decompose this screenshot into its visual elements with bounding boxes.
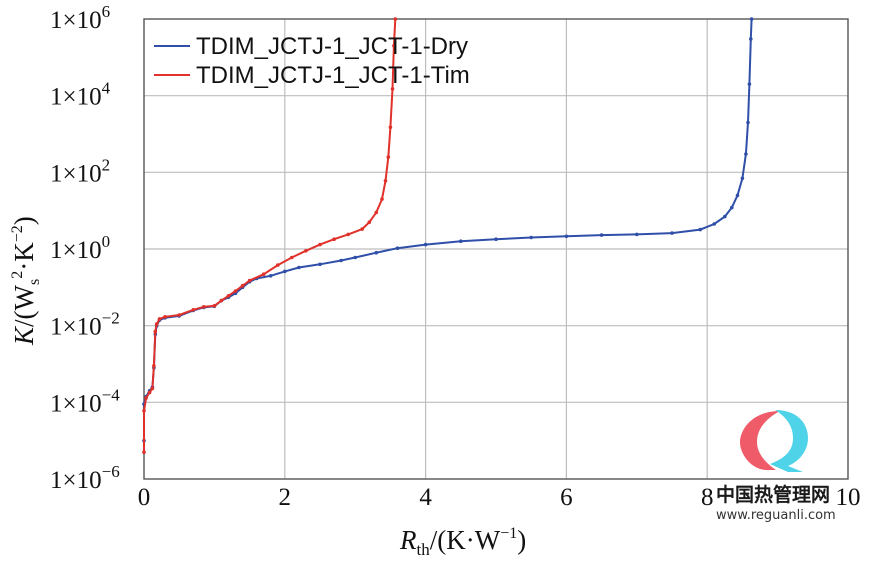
series-layer [142, 17, 754, 455]
data-point [297, 265, 301, 270]
data-point [144, 396, 148, 400]
data-point [304, 249, 308, 253]
y-axis-ticks: 1×10−6 1×10−4 1×10−2 1×100 1×102 1×104 1×106 [50, 2, 120, 494]
data-point [318, 242, 322, 247]
data-point [749, 17, 754, 21]
data-point [247, 278, 252, 283]
x-tick-label: 8 [701, 484, 714, 511]
y-tick-label: 1×106 [50, 2, 110, 34]
data-point [740, 176, 745, 181]
data-point [177, 313, 181, 317]
data-point [283, 269, 287, 274]
data-point [353, 255, 358, 260]
y-tick-label: 1×10−6 [50, 462, 120, 494]
data-point [142, 450, 146, 455]
data-point [276, 263, 280, 267]
data-point [240, 283, 245, 288]
data-point [494, 237, 498, 241]
data-point [152, 364, 156, 368]
data-point [367, 220, 372, 224]
data-point [212, 304, 217, 308]
data-point [393, 17, 398, 21]
data-point [142, 409, 146, 413]
grid [144, 19, 848, 479]
data-point [744, 152, 748, 156]
data-point [746, 120, 750, 125]
data-point [670, 231, 674, 235]
data-point [154, 322, 159, 326]
data-point [261, 272, 266, 277]
data-point [374, 210, 379, 215]
x-tick-label: 0 [138, 484, 151, 511]
watermark-cn-text: 中国热管理网 [716, 483, 830, 506]
data-point [459, 239, 463, 243]
data-point [332, 237, 336, 241]
data-point [318, 262, 322, 267]
data-point [219, 298, 224, 303]
data-point [380, 197, 384, 201]
data-point [423, 242, 428, 247]
data-point [386, 155, 391, 159]
data-point [191, 308, 196, 312]
data-point [388, 125, 393, 129]
data-point [346, 232, 351, 237]
data-point [730, 205, 734, 210]
data-point [153, 329, 158, 334]
x-axis-ticks: 0 2 4 6 8 10 [138, 484, 861, 511]
legend-label-dry: TDIM_JCTJ-1_JCT-1-Dry [196, 33, 468, 60]
data-point [290, 255, 294, 260]
data-point [150, 386, 155, 391]
data-point [529, 235, 533, 240]
data-point [635, 232, 639, 237]
x-tick-label: 2 [279, 484, 292, 511]
data-point [339, 258, 343, 263]
watermark: 中国热管理网 www.reguanli.com [716, 410, 836, 523]
data-point [147, 390, 152, 395]
data-point [395, 246, 400, 250]
data-point [374, 250, 379, 255]
y-tick-label: 1×10−2 [50, 309, 120, 341]
data-point [226, 294, 231, 298]
data-point [749, 37, 753, 41]
data-point [268, 274, 273, 278]
data-point [712, 222, 716, 226]
x-tick-label: 6 [560, 484, 573, 511]
data-point [392, 44, 396, 48]
legend: TDIM_JCTJ-1_JCT-1-Dry TDIM_JCTJ-1_JCT-1-… [154, 33, 470, 89]
data-point [698, 227, 702, 232]
watermark-url: www.reguanli.com [716, 508, 836, 523]
data-point [564, 234, 569, 239]
x-tick-label: 4 [419, 484, 432, 511]
y-tick-label: 1×10−4 [50, 385, 120, 417]
data-point [157, 317, 162, 321]
data-point [163, 315, 167, 319]
data-point [723, 214, 727, 219]
y-tick-label: 1×102 [50, 155, 110, 187]
series-line-tim [143, 18, 397, 453]
data-point [360, 227, 365, 231]
legend-label-tim: TDIM_JCTJ-1_JCT-1-Tim [196, 62, 470, 89]
data-point [599, 233, 604, 237]
x-tick-label: 10 [836, 484, 861, 511]
plot-frame [143, 18, 849, 480]
watermark-logo-icon [740, 410, 808, 472]
data-point [390, 87, 395, 91]
data-point [202, 305, 206, 309]
x-axis-label: Rth/(K·W−1) [399, 525, 526, 559]
y-axis-label: K/(Ws2·K−2) [9, 216, 43, 346]
y-tick-label: 1×100 [50, 232, 110, 264]
data-point [383, 179, 388, 183]
data-point [747, 82, 752, 86]
data-point [735, 193, 740, 198]
y-tick-label: 1×104 [50, 79, 111, 111]
data-point [233, 289, 238, 293]
